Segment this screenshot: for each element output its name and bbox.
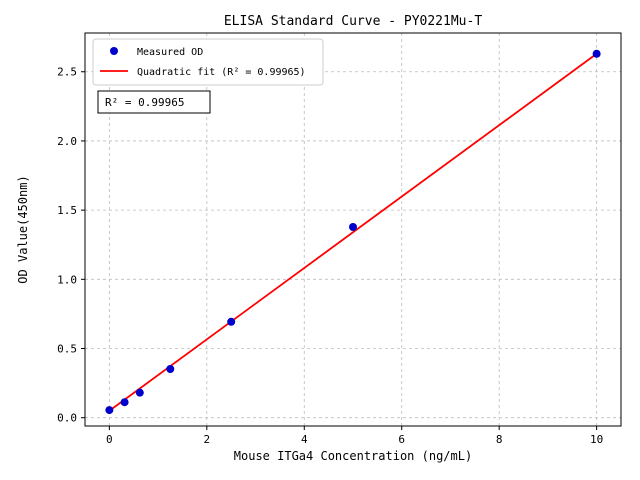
x-tick-label: 2 [204, 433, 211, 446]
chart-title: ELISA Standard Curve - PY0221Mu-T [224, 14, 482, 29]
y-axis-label: OD Value(450nm) [16, 175, 30, 283]
y-tick-label: 2.5 [57, 66, 77, 79]
data-point [166, 364, 175, 373]
data-point [120, 398, 129, 407]
fit-line [108, 53, 598, 412]
legend-label-quadratic-fit: Quadratic fit (R² = 0.99965) [137, 67, 306, 78]
y-tick-label: 0.0 [57, 412, 77, 425]
y-tick-label: 0.5 [57, 343, 77, 356]
x-tick-label: 0 [106, 433, 113, 446]
r-squared-annotation-text: R² = 0.99965 [105, 96, 184, 109]
x-tick-label: 6 [398, 433, 405, 446]
legend-marker-dot [110, 47, 118, 55]
plot-border [84, 32, 622, 427]
data-point [105, 406, 114, 415]
legend-label-measured-od: Measured OD [137, 47, 203, 58]
y-tick-label: 2.0 [57, 135, 77, 148]
legend-box [92, 38, 324, 86]
x-tick-label: 4 [301, 433, 308, 446]
data-point [592, 49, 601, 58]
y-tick-label: 1.0 [57, 273, 77, 286]
x-axis-label: Mouse ITGa4 Concentration (ng/mL) [234, 449, 472, 463]
y-tick-label: 1.5 [57, 204, 77, 217]
data-point [135, 388, 144, 397]
x-tick-label: 8 [496, 433, 503, 446]
data-point [349, 223, 357, 232]
r-squared-annotation-box [97, 90, 211, 114]
x-tick-label: 10 [590, 433, 603, 446]
data-point [227, 317, 236, 326]
